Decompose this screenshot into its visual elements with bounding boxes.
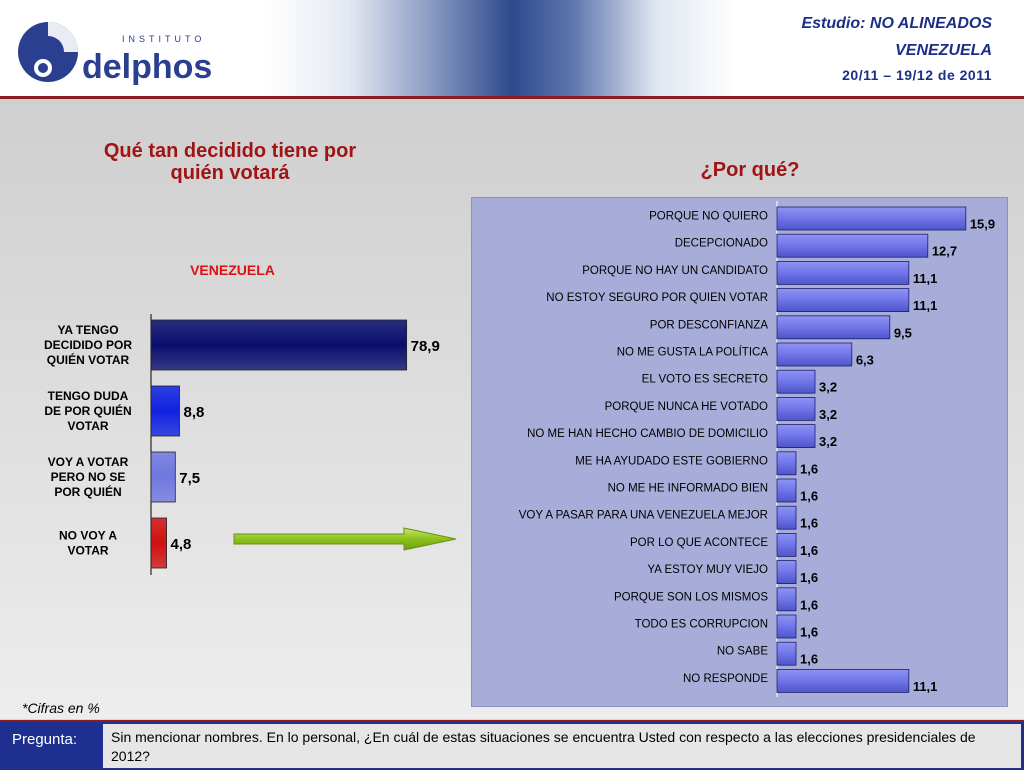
bar-reason xyxy=(776,369,816,394)
bar-reason xyxy=(776,342,853,367)
bar-decision xyxy=(150,319,408,371)
bar-value-label: 11,1 xyxy=(913,679,938,694)
left-chart-subtitle: VENEZUELA xyxy=(190,262,275,278)
category-label: DECIDIDO POR xyxy=(44,338,132,352)
bar-value-label: 6,3 xyxy=(856,353,874,368)
bar-reason xyxy=(776,424,816,449)
category-label: DE POR QUIÉN xyxy=(44,403,131,418)
bar-value-label: 12,7 xyxy=(932,244,957,259)
bar-reason xyxy=(776,560,797,585)
reason-category-label: NO ME HE INFORMADO BIEN xyxy=(608,483,768,495)
bar-reason xyxy=(776,451,797,476)
reasons-panel xyxy=(471,197,1008,707)
bar-value-label: 1,6 xyxy=(800,597,818,612)
reason-category-label: PORQUE NUNCA HE VOTADO xyxy=(605,401,768,413)
bar-value-label: 1,6 xyxy=(800,625,818,640)
reason-category-label: PORQUE NO HAY UN CANDIDATO xyxy=(582,265,768,277)
bar-value-label: 7,5 xyxy=(179,470,200,487)
bar-value-label: 9,5 xyxy=(894,325,912,340)
reason-category-label: POR DESCONFIANZA xyxy=(650,319,769,331)
reason-category-label: NO ESTOY SEGURO POR QUIEN VOTAR xyxy=(546,292,768,304)
right-chart-title: ¿Por qué? xyxy=(700,159,800,181)
bar-value-label: 11,1 xyxy=(913,298,938,313)
bar-reason xyxy=(776,206,967,231)
bar-value-label: 3,2 xyxy=(819,380,837,395)
category-label: YA TENGO xyxy=(57,323,118,337)
bar-value-label: 1,6 xyxy=(800,652,818,667)
question-text: Sin mencionar nombres. En lo personal, ¿… xyxy=(111,729,976,764)
bar-value-label: 15,9 xyxy=(970,217,995,232)
bar-decision xyxy=(150,451,176,503)
bar-reason xyxy=(776,396,816,421)
bar-value-label: 1,6 xyxy=(800,489,818,504)
question-box: Sin mencionar nombres. En lo personal, ¿… xyxy=(103,724,1021,768)
bar-decision xyxy=(150,517,167,569)
bar-reason xyxy=(776,641,797,666)
bar-reason xyxy=(776,668,910,693)
date-range: 20/11 – 19/12 de 2011 xyxy=(842,67,992,83)
question-footer: Pregunta: Sin mencionar nombres. En lo p… xyxy=(0,720,1024,770)
header-banner: INSTITUTO delphos Estudio: NO ALINEADOS … xyxy=(0,0,1024,96)
arrow-right-icon xyxy=(233,527,457,551)
bar-value-label: 11,1 xyxy=(913,271,938,286)
reason-category-label: VOY A PASAR PARA UNA VENEZUELA MEJOR xyxy=(519,510,768,522)
reason-category-label: NO SABE xyxy=(717,646,768,658)
bar-reason xyxy=(776,532,797,557)
bar-value-label: 78,9 xyxy=(411,338,440,355)
bar-reason xyxy=(776,614,797,639)
bar-value-label: 1,6 xyxy=(800,461,818,476)
delphos-logo: INSTITUTO delphos xyxy=(18,22,212,86)
bar-value-label: 3,2 xyxy=(819,407,837,422)
logo-brand-text: delphos xyxy=(82,48,212,86)
category-label: PERO NO SE xyxy=(51,470,126,484)
bar-reason xyxy=(776,233,929,258)
bar-value-label: 8,8 xyxy=(184,404,205,421)
category-label: TENGO DUDA xyxy=(48,389,129,403)
bar-value-label: 1,6 xyxy=(800,516,818,531)
left-chart-title: Qué tan decidido tiene por quién votará xyxy=(103,140,357,184)
country-label: VENEZUELA xyxy=(895,42,992,59)
reason-category-label: PORQUE NO QUIERO xyxy=(649,211,768,223)
study-name: NO ALINEADOS xyxy=(869,15,992,32)
reason-category-label: EL VOTO ES SECRETO xyxy=(642,374,768,386)
category-label: QUIÉN VOTAR xyxy=(47,352,130,367)
category-label: NO VOY A xyxy=(59,529,117,543)
study-line: Estudio: NO ALINEADOS xyxy=(801,15,992,33)
category-label: VOTAR xyxy=(67,419,108,433)
bar-value-label: 4,8 xyxy=(171,536,192,553)
logo-small-text: INSTITUTO xyxy=(122,34,205,44)
reason-category-label: PORQUE SON LOS MISMOS xyxy=(614,591,768,603)
bar-reason xyxy=(776,587,797,612)
bar-reason xyxy=(776,315,891,340)
reason-category-label: NO ME HAN HECHO CAMBIO DE DOMICILIO xyxy=(527,428,768,440)
footnote: *Cifras en % xyxy=(22,700,100,716)
reason-category-label: DECEPCIONADO xyxy=(675,238,768,250)
reason-category-label: ME HA AYUDADO ESTE GOBIERNO xyxy=(575,455,768,467)
reason-category-label: YA ESTOY MUY VIEJO xyxy=(647,564,768,576)
bar-value-label: 3,2 xyxy=(819,434,837,449)
bar-value-label: 1,6 xyxy=(800,570,818,585)
bar-reason xyxy=(776,288,910,312)
reason-category-label: TODO ES CORRUPCION xyxy=(635,619,768,631)
reason-category-label: POR LO QUE ACONTECE xyxy=(630,537,768,549)
question-label: Pregunta: xyxy=(12,731,78,748)
reason-category-label: NO ME GUSTA LA POLÍTICA xyxy=(617,346,769,359)
category-label: VOY A VOTAR xyxy=(48,455,129,469)
bar-reason xyxy=(776,478,797,503)
header-divider xyxy=(0,96,1024,99)
category-label: VOTAR xyxy=(67,544,108,558)
bar-value-label: 1,6 xyxy=(800,543,818,558)
reasons-bar-chart: 15,9 PORQUE NO QUIERO 12,7 DECEPCIONADO 11,1… xyxy=(519,201,995,697)
bar-reason xyxy=(776,505,797,530)
bar-reason xyxy=(776,261,910,285)
bar-decision xyxy=(150,385,180,437)
reason-category-label: NO RESPONDE xyxy=(683,673,768,685)
study-prefix: Estudio: xyxy=(801,15,866,32)
category-label: POR QUIÉN xyxy=(54,484,121,499)
